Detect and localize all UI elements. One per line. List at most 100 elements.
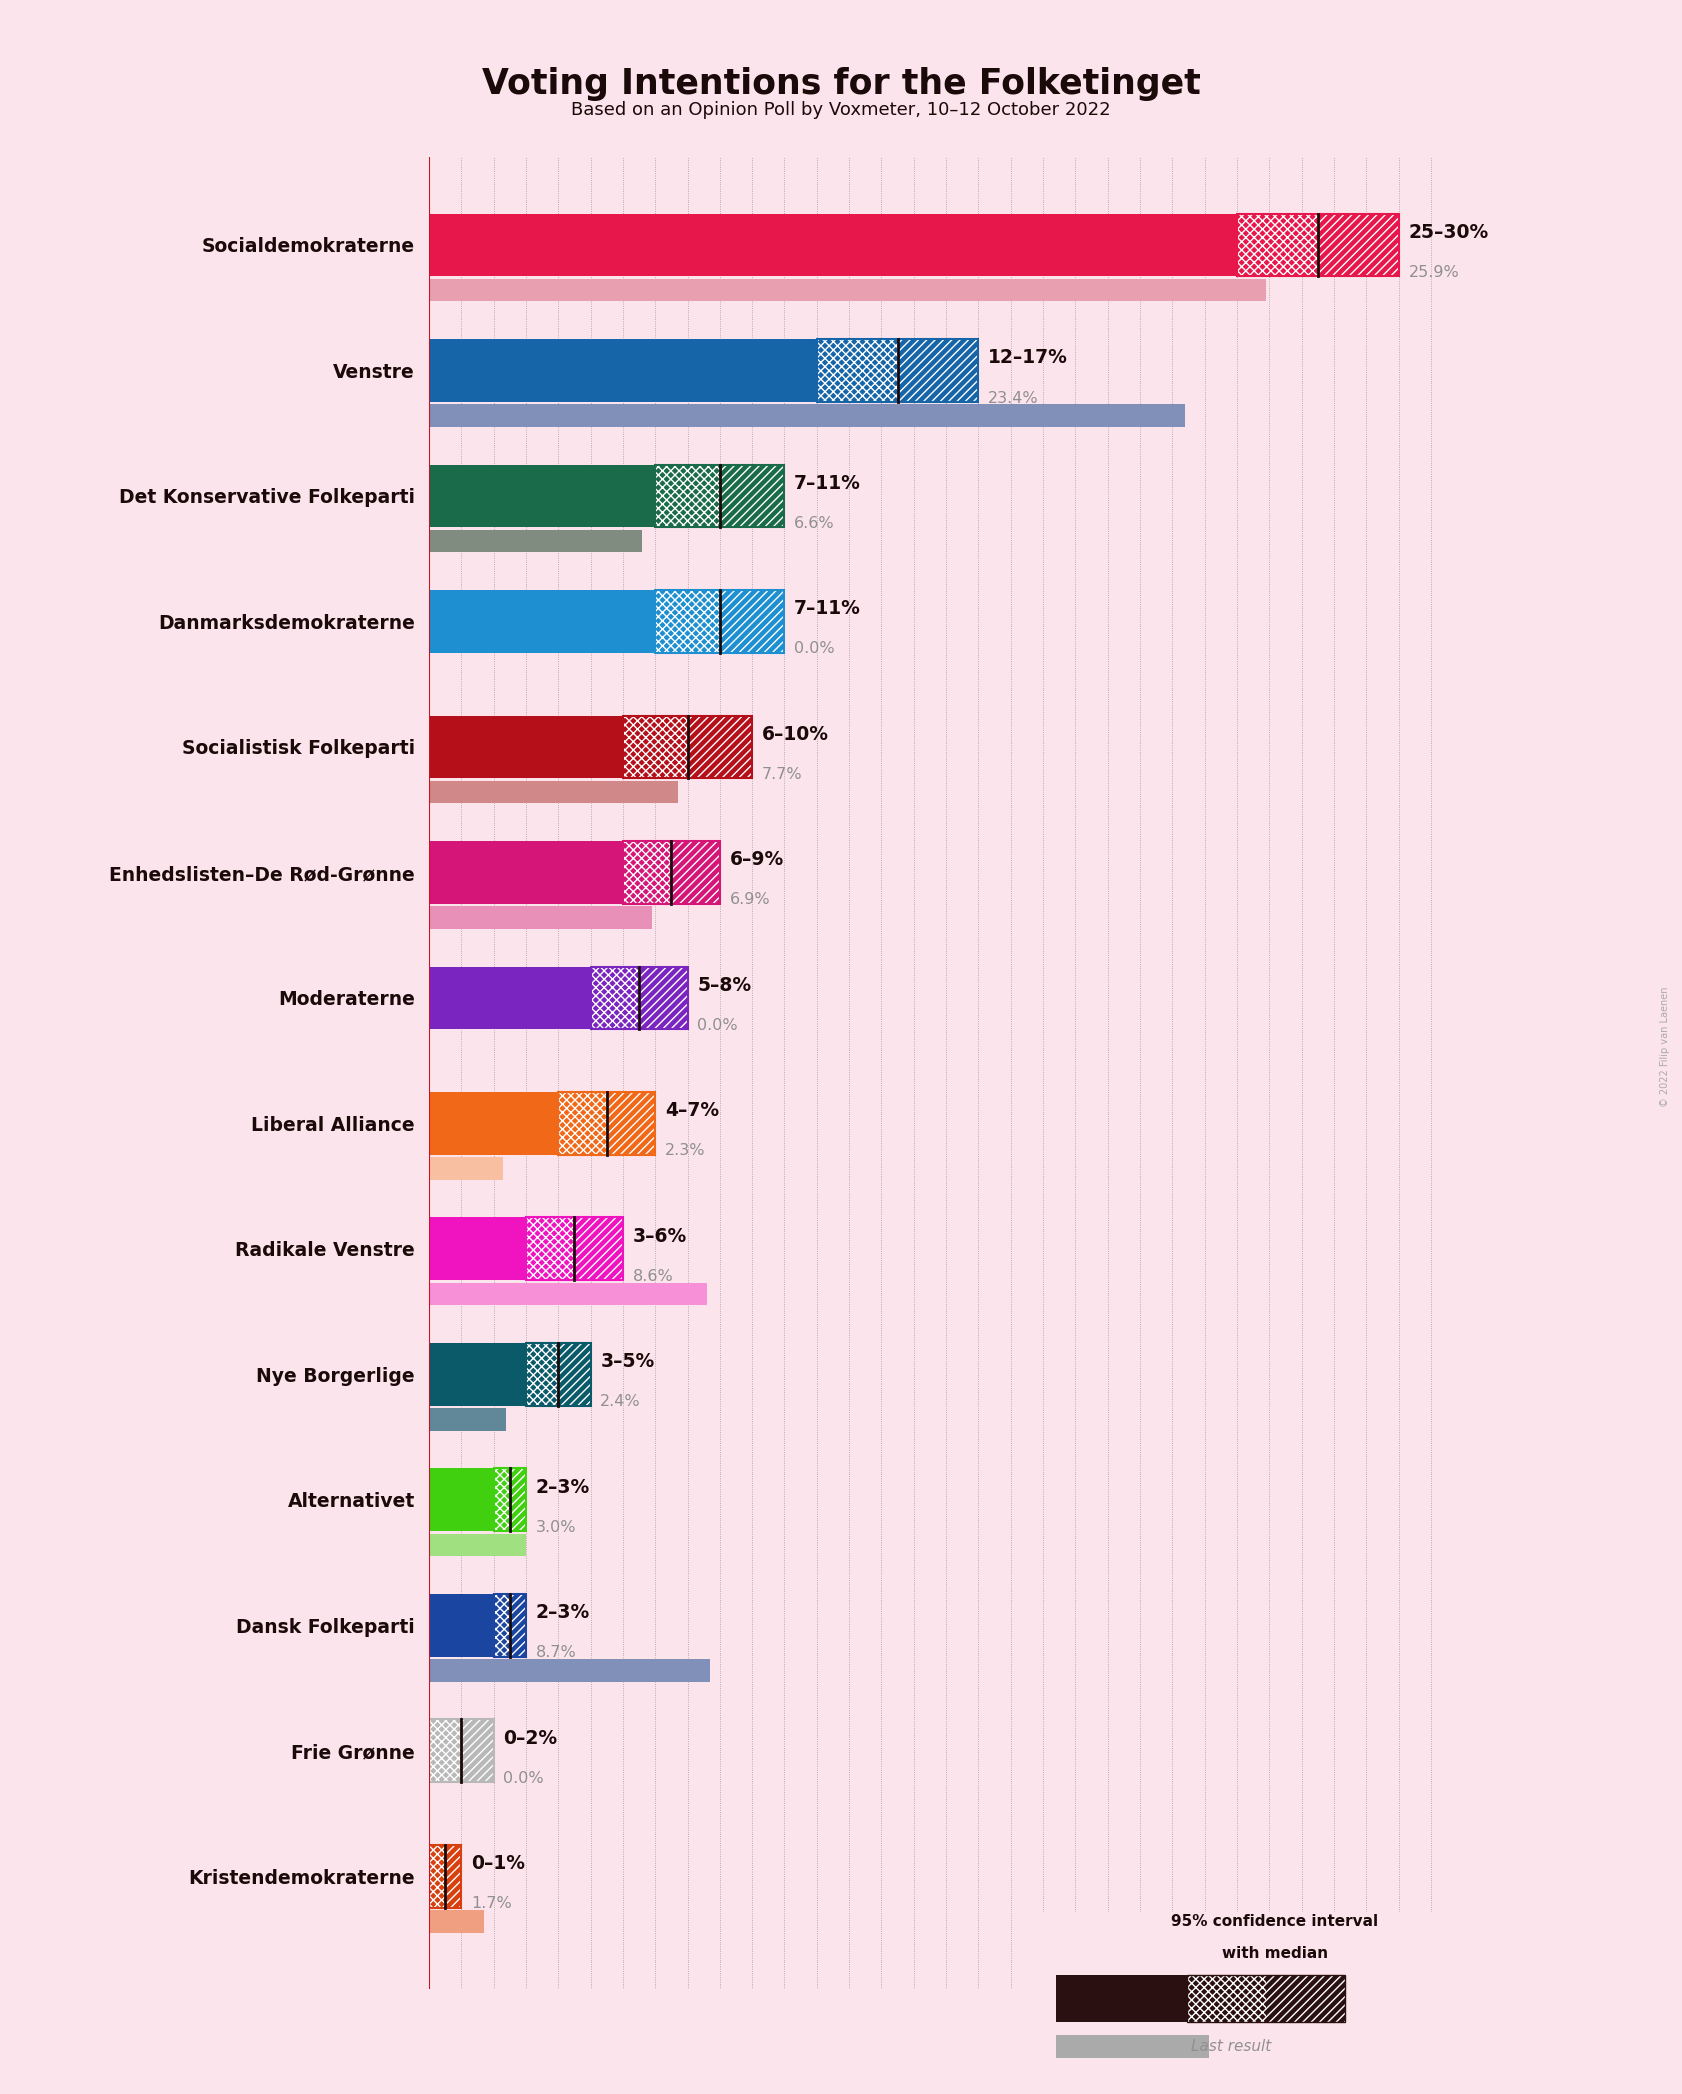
Text: 7–11%: 7–11%	[794, 599, 861, 618]
Bar	[720, 591, 784, 653]
Text: 2–3%: 2–3%	[535, 1478, 590, 1497]
Text: 0.0%: 0.0%	[794, 641, 834, 658]
Bar	[429, 591, 656, 653]
Bar	[590, 967, 688, 1030]
Bar	[639, 967, 688, 1030]
Bar	[510, 1468, 526, 1531]
Bar	[898, 339, 979, 402]
Bar	[1319, 214, 1399, 276]
Bar	[558, 1342, 590, 1405]
Bar	[493, 1468, 510, 1531]
Text: 4–7%: 4–7%	[664, 1101, 718, 1120]
Bar	[429, 1845, 446, 1908]
Text: Based on an Opinion Poll by Voxmeter, 10–12 October 2022: Based on an Opinion Poll by Voxmeter, 10…	[572, 101, 1110, 119]
Text: 25.9%: 25.9%	[1408, 266, 1460, 281]
Bar	[720, 465, 784, 528]
Text: 0–2%: 0–2%	[503, 1730, 557, 1748]
Bar	[1236, 214, 1319, 276]
Bar	[656, 591, 720, 653]
Bar	[558, 1342, 590, 1405]
Bar	[429, 1533, 526, 1556]
Bar	[429, 1910, 484, 1933]
Bar	[429, 1409, 506, 1430]
Text: © 2022 Filip van Laenen: © 2022 Filip van Laenen	[1660, 986, 1670, 1108]
Text: 0.0%: 0.0%	[698, 1018, 738, 1032]
Text: 1.7%: 1.7%	[471, 1897, 511, 1912]
Bar	[429, 1845, 446, 1908]
Text: 0–1%: 0–1%	[471, 1855, 525, 1874]
Bar	[429, 842, 622, 905]
Bar	[1056, 1975, 1187, 2023]
Bar	[558, 1091, 607, 1154]
Bar	[622, 716, 752, 779]
Bar	[429, 967, 590, 1030]
Bar	[429, 781, 678, 804]
Bar	[590, 967, 639, 1030]
Bar	[429, 1845, 461, 1908]
Text: 23.4%: 23.4%	[987, 389, 1039, 406]
Bar	[720, 591, 784, 653]
Bar	[429, 1091, 558, 1154]
Text: 8.6%: 8.6%	[632, 1269, 673, 1284]
Bar	[656, 465, 784, 528]
Text: 3.0%: 3.0%	[535, 1520, 577, 1535]
Bar	[817, 339, 898, 402]
Bar	[817, 339, 979, 402]
Bar	[446, 1845, 461, 1908]
Bar	[429, 1158, 503, 1179]
Bar	[429, 907, 653, 930]
Text: Last result: Last result	[1191, 2040, 1272, 2054]
Bar	[526, 1342, 558, 1405]
Text: 0.0%: 0.0%	[503, 1772, 543, 1786]
Bar	[429, 279, 1267, 302]
Bar	[429, 1217, 526, 1279]
Text: 2.4%: 2.4%	[600, 1395, 641, 1409]
Bar	[526, 1217, 574, 1279]
Text: Voting Intentions for the Folketinget: Voting Intentions for the Folketinget	[481, 67, 1201, 101]
Bar	[510, 1594, 526, 1656]
Bar	[622, 716, 688, 779]
Text: 6–10%: 6–10%	[762, 725, 829, 743]
Text: 95% confidence interval: 95% confidence interval	[1171, 1914, 1379, 1929]
Bar	[656, 465, 720, 528]
Bar	[558, 1091, 656, 1154]
Text: with median: with median	[1221, 1945, 1329, 1960]
Bar	[526, 1217, 574, 1279]
Bar	[493, 1594, 510, 1656]
Bar	[622, 842, 720, 905]
Bar	[429, 1719, 461, 1782]
Text: 3–6%: 3–6%	[632, 1227, 686, 1246]
Bar	[493, 1468, 510, 1531]
Bar	[639, 967, 688, 1030]
Bar	[493, 1468, 526, 1531]
Bar	[526, 1342, 558, 1405]
Bar	[558, 1091, 607, 1154]
Bar	[622, 842, 671, 905]
Bar	[526, 1217, 622, 1279]
Text: 8.7%: 8.7%	[535, 1646, 577, 1661]
Bar	[1187, 1975, 1346, 2023]
Bar	[1319, 214, 1399, 276]
Bar	[493, 1594, 526, 1656]
Text: 6.6%: 6.6%	[794, 515, 834, 532]
Bar	[607, 1091, 656, 1154]
Bar	[461, 1719, 493, 1782]
Text: 12–17%: 12–17%	[987, 348, 1068, 366]
Bar	[671, 842, 720, 905]
Bar	[429, 339, 817, 402]
Bar	[574, 1217, 622, 1279]
Bar	[429, 530, 643, 553]
Bar	[656, 591, 720, 653]
Bar	[1236, 214, 1319, 276]
Bar	[510, 1594, 526, 1656]
Bar	[429, 1284, 706, 1305]
Bar	[656, 591, 784, 653]
Bar	[429, 1468, 493, 1531]
Bar	[622, 842, 671, 905]
Bar	[607, 1091, 656, 1154]
Bar	[590, 967, 639, 1030]
Bar	[622, 716, 688, 779]
Bar	[671, 842, 720, 905]
Bar	[429, 716, 622, 779]
Bar	[688, 716, 752, 779]
